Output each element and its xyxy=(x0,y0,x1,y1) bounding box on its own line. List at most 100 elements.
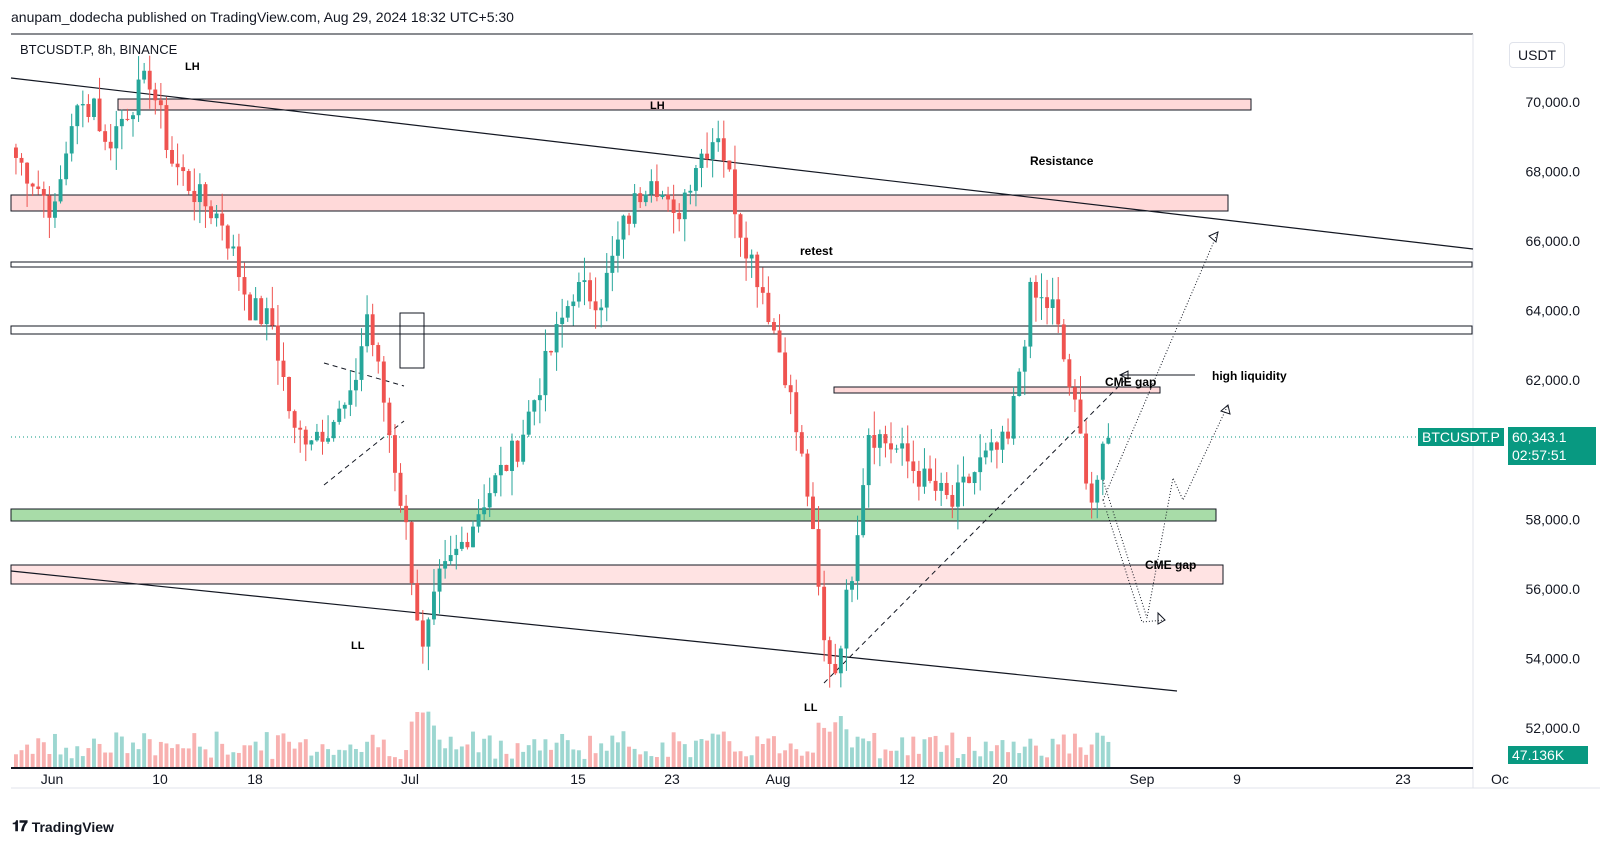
volume-bar xyxy=(504,753,509,767)
time-tick-label: Jul xyxy=(401,771,419,787)
pennant-upper-dashed[interactable] xyxy=(323,362,405,387)
volume-bar xyxy=(515,743,520,767)
price-tick-label: 54,000.0 xyxy=(1526,650,1581,666)
volume-bar xyxy=(705,740,710,767)
volume-bar xyxy=(710,733,715,767)
candle-body xyxy=(58,179,63,202)
candle-body xyxy=(454,548,459,556)
candle-body xyxy=(744,237,749,259)
volume-bar xyxy=(136,749,141,767)
volume-bar xyxy=(599,743,604,767)
volume-bar xyxy=(900,737,905,767)
candle-body xyxy=(186,171,191,191)
volume-bar xyxy=(783,750,788,767)
candle-body xyxy=(376,345,381,362)
candle-body xyxy=(922,468,927,487)
candle-body xyxy=(649,181,654,195)
candle-body xyxy=(331,421,336,439)
candle-body xyxy=(47,195,52,218)
volume-bar xyxy=(1072,733,1077,767)
projection-path-mid[interactable] xyxy=(1102,404,1229,619)
volume-bar xyxy=(565,740,570,767)
mid-band[interactable] xyxy=(10,325,1473,335)
price-tick-label: 62,000.0 xyxy=(1526,372,1581,388)
volume-bar xyxy=(638,754,643,767)
volume-bar xyxy=(549,749,553,767)
candle-body xyxy=(287,376,292,412)
volume-bar xyxy=(978,756,983,767)
volume-bar xyxy=(292,748,297,767)
candle-body xyxy=(526,411,531,435)
volume-bar xyxy=(933,735,938,767)
pennant-lower-dashed[interactable] xyxy=(323,420,405,486)
volume-bar xyxy=(1100,735,1105,767)
lh-supply-zone[interactable] xyxy=(117,98,1252,111)
last-price-tag: 60,343.1 02:57:51 xyxy=(1508,427,1596,465)
candle-body xyxy=(916,471,921,487)
volume-bar xyxy=(225,754,230,767)
resistance-zone[interactable] xyxy=(10,194,1229,212)
currency-button[interactable]: USDT xyxy=(1509,42,1566,68)
volume-bar xyxy=(989,751,994,767)
volume-bar xyxy=(615,742,620,767)
highlight-box[interactable] xyxy=(399,312,425,369)
projection-path-up[interactable] xyxy=(1102,231,1219,501)
candle-body xyxy=(855,535,860,582)
volume-bar xyxy=(928,737,932,767)
candle-body xyxy=(666,194,671,200)
candle-body xyxy=(225,225,230,249)
volume-bar xyxy=(487,735,492,767)
volume-bar xyxy=(649,756,654,767)
volume-bars-group xyxy=(14,711,1111,767)
candle-body xyxy=(677,212,682,220)
candle-body xyxy=(521,434,526,462)
candle-body xyxy=(19,157,24,163)
candle-body xyxy=(459,541,464,549)
volume-bar xyxy=(1045,757,1050,767)
volume-bar xyxy=(861,738,866,767)
volume-bar xyxy=(983,741,988,767)
candle-body xyxy=(36,186,41,189)
candle-body xyxy=(41,188,46,196)
volume-bar xyxy=(97,743,102,767)
candle-body xyxy=(209,206,213,219)
volume-bar xyxy=(170,748,174,767)
candle-body xyxy=(510,440,514,471)
descending-support-trendline[interactable] xyxy=(10,570,1178,692)
candle-body xyxy=(1039,297,1044,299)
candle-body xyxy=(632,193,637,224)
candle-body xyxy=(654,181,659,197)
candle-body xyxy=(420,620,425,647)
price-axis[interactable]: 70,000.0 68,000.0 66,000.0 64,000.0 62,000.0… xyxy=(1526,94,1581,736)
descending-resistance-trendline[interactable] xyxy=(10,77,1474,250)
time-tick-label: 15 xyxy=(570,771,586,787)
volume-bar xyxy=(108,752,113,767)
symbol-label[interactable]: BTCUSDT.P, 8h, BINANCE xyxy=(20,42,178,57)
time-tick-label: 9 xyxy=(1233,771,1241,787)
retest-band[interactable] xyxy=(10,261,1473,268)
volume-bar xyxy=(181,748,186,767)
candle-body xyxy=(170,149,174,164)
tradingview-footer[interactable]: 𝟏𝟕 TradingView xyxy=(12,818,114,835)
rising-dashed-trendline[interactable] xyxy=(823,380,1125,684)
volume-bar xyxy=(794,749,799,767)
candle-body xyxy=(850,581,854,590)
volume-bar xyxy=(30,753,35,767)
volume-bar xyxy=(192,733,197,767)
candle-body xyxy=(610,255,615,273)
support-zone[interactable] xyxy=(10,508,1217,522)
projection-path-down[interactable] xyxy=(1102,499,1166,623)
volume-bar xyxy=(994,745,999,767)
volume-bar xyxy=(749,755,754,767)
candle-body xyxy=(303,429,308,445)
cme-gap-lower-zone[interactable] xyxy=(10,564,1224,585)
volume-bar xyxy=(732,751,737,767)
volume-bar xyxy=(905,755,910,767)
candle-body xyxy=(270,308,275,326)
candle-body xyxy=(1022,346,1027,372)
time-axis[interactable]: Jun 10 18 Jul 15 23 Aug 12 20 Sep 9 23 Oc xyxy=(41,771,1509,787)
cme-gap-upper-zone[interactable] xyxy=(833,386,1161,394)
volume-bar xyxy=(426,711,431,767)
volume-bar xyxy=(365,741,370,767)
